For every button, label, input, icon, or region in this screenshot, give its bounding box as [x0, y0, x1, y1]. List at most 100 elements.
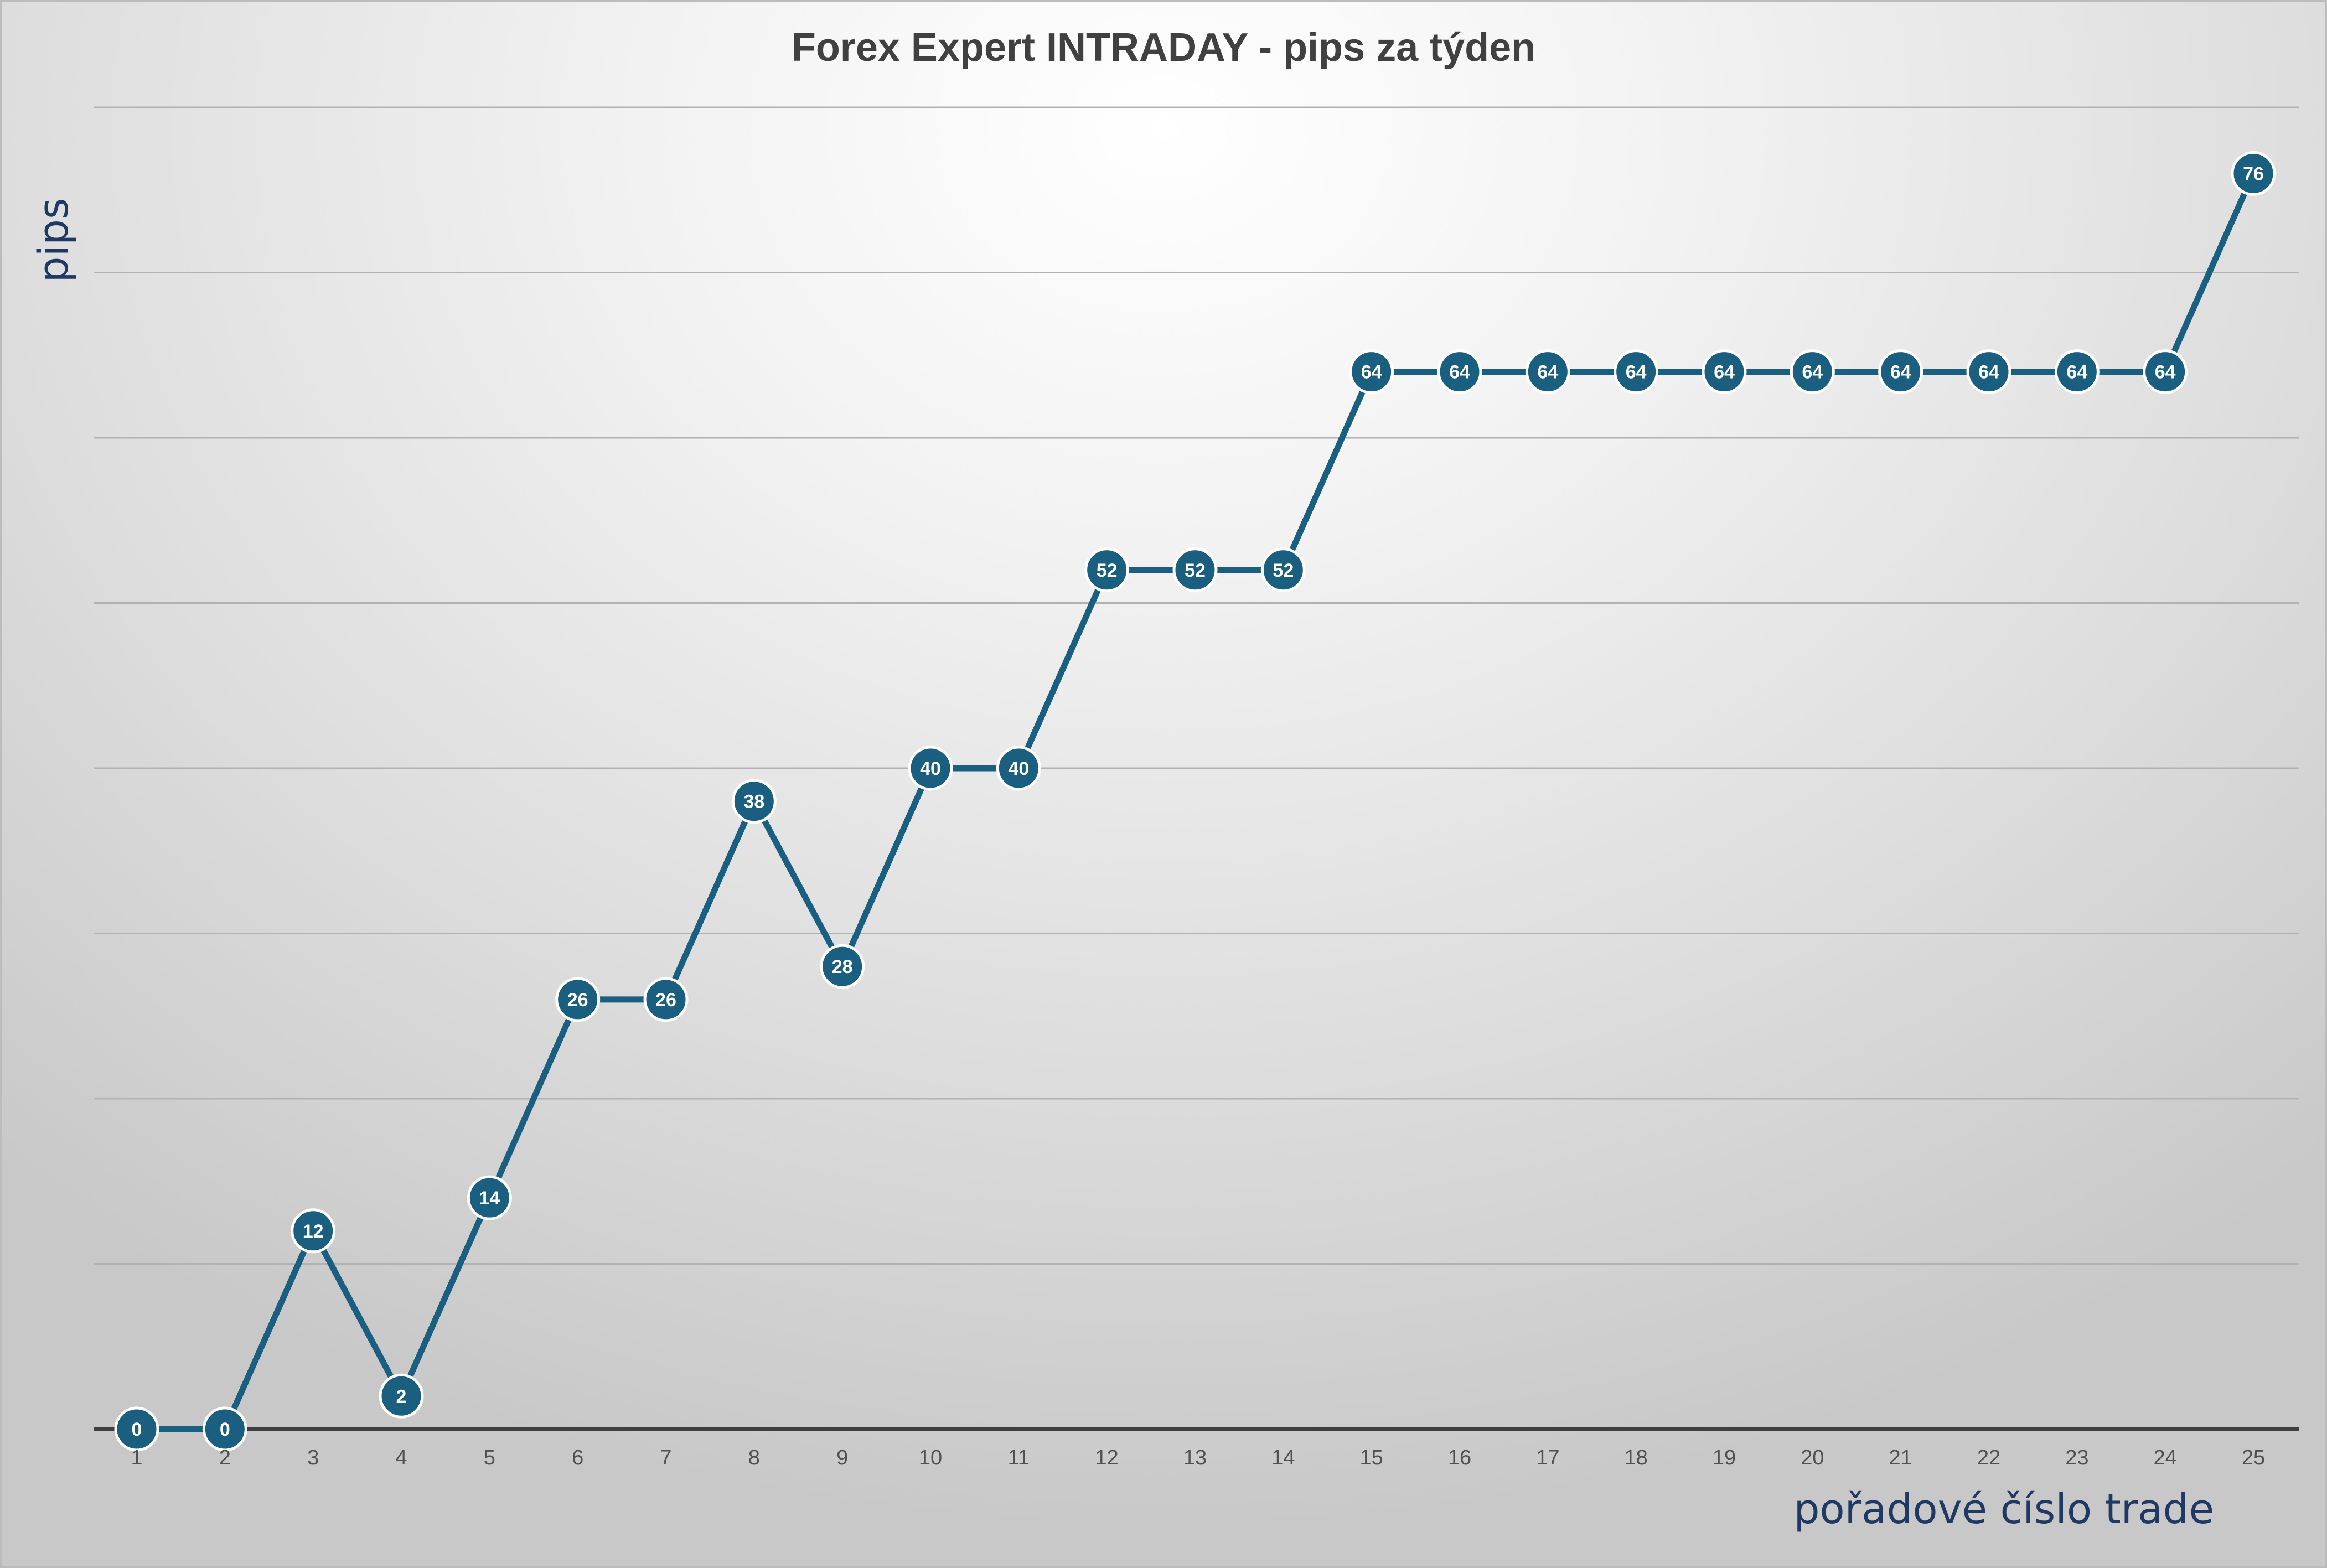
x-tick-label-5: 5	[484, 1446, 495, 1469]
x-tick-label-24: 24	[2154, 1446, 2177, 1469]
data-marker-18	[1614, 349, 1659, 395]
data-marker-16	[1437, 349, 1482, 395]
data-point-5: 14	[467, 1175, 512, 1220]
data-marker-11	[996, 746, 1041, 791]
x-tick-labels: 1 2 3 4 5 6 7 8 9 10 11 12 13 14 15 16 17 18 19 20 21 22 23 24 2…	[131, 1446, 2265, 1469]
data-marker-17	[1525, 349, 1570, 395]
gridlines	[94, 106, 2299, 1265]
data-point-19: 64	[1702, 349, 1747, 395]
data-label-9: 28	[832, 956, 853, 977]
x-tick-label-17: 17	[1536, 1446, 1559, 1469]
data-label-2: 0	[220, 1419, 230, 1440]
data-label-20: 64	[1802, 362, 1823, 383]
data-point-21: 64	[1878, 349, 1923, 395]
data-label-13: 52	[1185, 560, 1206, 581]
data-point-14: 52	[1260, 547, 1306, 593]
data-marker-4	[379, 1373, 424, 1419]
x-tick-label-19: 19	[1713, 1446, 1736, 1469]
data-marker-22	[1966, 349, 2011, 395]
data-label-14: 52	[1273, 560, 1294, 581]
data-point-10: 40	[908, 746, 953, 791]
data-label-4: 2	[396, 1386, 407, 1407]
data-point-9: 28	[820, 944, 865, 989]
data-label-22: 64	[1978, 362, 1999, 383]
x-tick-label-20: 20	[1801, 1446, 1824, 1469]
data-marker-6	[555, 977, 601, 1022]
data-marker-25	[2231, 151, 2276, 196]
x-tick-label-1: 1	[131, 1446, 142, 1469]
x-tick-label-13: 13	[1183, 1446, 1207, 1469]
data-marker-7	[643, 977, 689, 1022]
data-label-3: 12	[303, 1221, 324, 1242]
data-label-15: 64	[1361, 362, 1382, 383]
data-marker-20	[1790, 349, 1835, 395]
data-marker-24	[2143, 349, 2188, 395]
data-point-4: 2	[379, 1373, 424, 1419]
data-marker-19	[1702, 349, 1747, 395]
data-label-23: 64	[2066, 362, 2087, 383]
data-point-24: 64	[2143, 349, 2188, 395]
data-label-5: 14	[479, 1188, 500, 1209]
chart-title: Forex Expert INTRADAY - pips za týden	[792, 25, 1535, 70]
data-marker-12	[1084, 547, 1130, 593]
x-tick-label-7: 7	[660, 1446, 671, 1469]
x-tick-label-23: 23	[2065, 1446, 2088, 1469]
x-tick-label-15: 15	[1360, 1446, 1383, 1469]
data-marker-23	[2054, 349, 2100, 395]
data-point-16: 64	[1437, 349, 1482, 395]
data-marker-5	[467, 1175, 512, 1220]
data-label-12: 52	[1097, 560, 1118, 581]
data-marker-15	[1349, 349, 1394, 395]
data-point-7: 26	[643, 977, 689, 1022]
x-tick-label-18: 18	[1625, 1446, 1648, 1469]
data-marker-14	[1260, 547, 1306, 593]
data-marker-2	[202, 1406, 247, 1452]
y-axis-title: pips	[30, 198, 77, 282]
data-point-1: 0	[114, 1406, 159, 1452]
data-point-13: 52	[1172, 547, 1218, 593]
x-axis-title: pořadové číslo trade	[1793, 1486, 2214, 1533]
series-line	[133, 170, 2257, 1432]
data-point-25: 76	[2231, 151, 2276, 196]
data-point-11: 40	[996, 746, 1041, 791]
data-label-24: 64	[2155, 362, 2176, 383]
data-label-6: 26	[567, 990, 588, 1011]
x-tick-label-16: 16	[1448, 1446, 1471, 1469]
data-point-17: 64	[1525, 349, 1570, 395]
x-tick-label-22: 22	[1977, 1446, 2000, 1469]
data-marker-8	[731, 779, 777, 824]
data-label-8: 38	[743, 791, 764, 813]
data-marker-9	[820, 944, 865, 989]
data-marker-13	[1172, 547, 1218, 593]
data-marker-21	[1878, 349, 1923, 395]
data-markers: 0 0 12 2 14 26 26 38 28 40 40 52 52 52 64 64 64 64 64 64 64 6…	[114, 151, 2276, 1452]
data-label-18: 64	[1626, 362, 1647, 383]
data-label-19: 64	[1714, 362, 1735, 383]
data-label-11: 40	[1008, 758, 1029, 779]
x-tick-label-8: 8	[748, 1446, 760, 1469]
x-tick-label-2: 2	[219, 1446, 231, 1469]
data-marker-1	[114, 1406, 159, 1452]
data-label-17: 64	[1537, 362, 1558, 383]
data-marker-3	[291, 1208, 336, 1254]
data-point-15: 64	[1349, 349, 1394, 395]
data-label-16: 64	[1449, 362, 1470, 383]
data-point-12: 52	[1084, 547, 1130, 593]
x-tick-label-11: 11	[1008, 1446, 1030, 1469]
data-point-18: 64	[1614, 349, 1659, 395]
data-point-20: 64	[1790, 349, 1835, 395]
x-tick-label-9: 9	[836, 1446, 848, 1469]
data-label-21: 64	[1890, 362, 1911, 383]
data-point-23: 64	[2054, 349, 2100, 395]
x-tick-label-10: 10	[919, 1446, 942, 1469]
data-marker-10	[908, 746, 953, 791]
x-tick-label-6: 6	[572, 1446, 583, 1469]
data-point-2: 0	[202, 1406, 247, 1452]
data-label-1: 0	[132, 1419, 142, 1440]
x-tick-label-21: 21	[1889, 1446, 1912, 1469]
data-point-3: 12	[291, 1208, 336, 1254]
x-tick-label-12: 12	[1095, 1446, 1119, 1469]
series-line-group	[133, 170, 2257, 1432]
